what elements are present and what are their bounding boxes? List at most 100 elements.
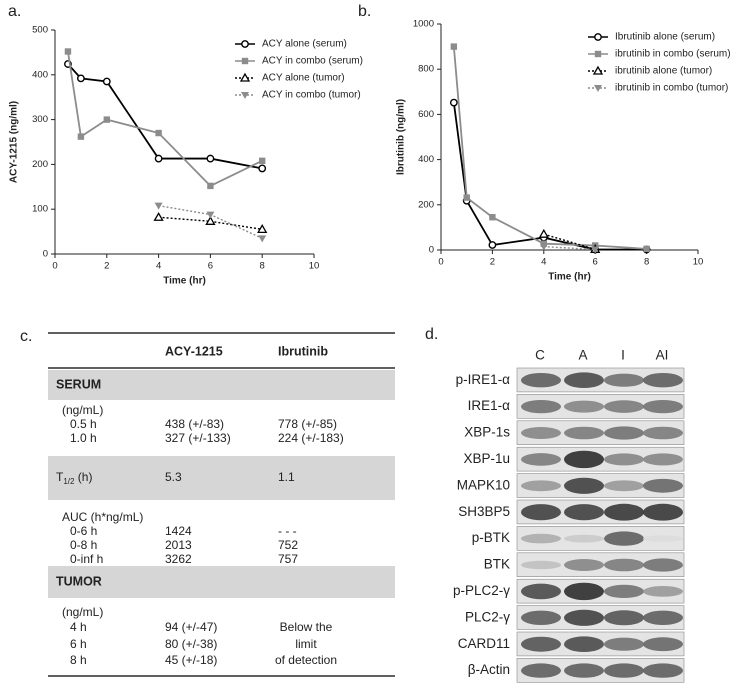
blot-band — [604, 373, 644, 387]
row-label: 0-8 h — [70, 538, 97, 552]
blot-band — [521, 583, 561, 600]
table-cell: limit — [295, 637, 317, 651]
legend-label: ACY in combo (tumor) — [262, 90, 361, 101]
blot-band — [643, 535, 683, 542]
blot-band — [521, 663, 561, 678]
row-label: (ng/mL) — [62, 605, 103, 619]
y-tick-label: 400 — [418, 154, 434, 165]
label-sub: 1/2 — [63, 477, 75, 486]
panel-label: b. — [358, 3, 371, 20]
x-tick-label: 10 — [309, 261, 320, 272]
y-tick-label: 1000 — [413, 19, 434, 30]
table-cell: - - - — [278, 524, 297, 538]
x-tick-label: 0 — [438, 257, 443, 268]
protein-label: XBP-1u — [463, 451, 510, 466]
marker — [463, 194, 470, 201]
row-label: 0-inf h — [70, 552, 103, 566]
blot-band — [643, 503, 683, 521]
table-cell: 752 — [278, 538, 298, 552]
blot-band — [643, 478, 683, 493]
x-axis-label: Time (hr) — [548, 272, 591, 283]
x-tick-label: 8 — [644, 257, 649, 268]
marker — [450, 43, 458, 50]
protein-label: SH3BP5 — [458, 504, 510, 519]
shaded-row — [48, 566, 395, 598]
protein-label: p-PLC2-γ — [453, 583, 510, 598]
marker — [259, 157, 266, 165]
legend-label: ACY alone (tumor) — [262, 73, 345, 84]
blot-band — [564, 504, 604, 521]
blot-band — [564, 372, 604, 389]
table-cell: 757 — [278, 552, 298, 566]
blot-band — [521, 400, 561, 414]
marker — [103, 116, 110, 123]
marker — [153, 211, 164, 221]
blot-band — [564, 609, 604, 626]
legend-marker — [239, 72, 251, 82]
protein-label: p-BTK — [472, 530, 510, 545]
series-line — [67, 51, 263, 187]
marker — [207, 182, 214, 190]
marker — [488, 241, 497, 249]
blot-band — [604, 503, 644, 521]
blot-band — [604, 663, 644, 678]
table-cell: 438 (+/-83) — [165, 417, 224, 431]
table-cell: 5.3 — [165, 470, 182, 484]
blot-band — [521, 504, 561, 521]
x-tick-label: 2 — [104, 261, 109, 272]
y-tick-label: 800 — [418, 64, 434, 75]
blot-band — [564, 450, 604, 469]
lane-label: A — [578, 348, 587, 363]
label-rest: (h) — [74, 470, 92, 484]
row-label: T1/2 (h) — [56, 470, 92, 486]
marker — [154, 202, 163, 210]
legend-label: ACY alone (serum) — [262, 39, 347, 50]
marker — [64, 48, 72, 55]
table-cell: 2013 — [165, 538, 192, 552]
table-cell: 327 (+/-133) — [165, 431, 231, 445]
table-cell: of detection — [275, 653, 337, 667]
legend-marker — [594, 85, 602, 92]
label-main: T — [56, 470, 64, 484]
panel-label: c. — [20, 328, 32, 345]
x-tick-label: 6 — [208, 261, 213, 272]
series-line — [158, 216, 263, 231]
blot-band — [604, 426, 644, 440]
protein-label: β-Actin — [468, 662, 510, 677]
table-cell: 778 (+/-85) — [278, 417, 337, 431]
blot-band — [564, 636, 604, 652]
legend-label: ACY in combo (serum) — [262, 56, 363, 67]
marker — [257, 224, 268, 234]
x-axis-label: Time (hr) — [163, 276, 206, 287]
blot-band — [564, 426, 604, 440]
blot-band — [604, 400, 644, 413]
y-tick-label: 500 — [32, 25, 48, 36]
table-cell: 1424 — [165, 524, 192, 538]
marker — [643, 245, 650, 253]
marker — [206, 154, 215, 163]
table-cell: 1.1 — [278, 470, 295, 484]
blot-band — [604, 453, 644, 466]
row-label: (ng/mL) — [62, 403, 103, 417]
blot-band — [643, 400, 683, 414]
blot-band — [521, 636, 561, 652]
series-line — [452, 46, 647, 250]
table-cell: Below the — [280, 620, 333, 634]
blot-band — [604, 480, 644, 492]
y-tick-label: 400 — [32, 69, 48, 80]
marker — [258, 235, 267, 243]
column-header: Ibrutinib — [278, 344, 328, 358]
blot-band — [604, 610, 644, 626]
protein-label: CARD11 — [458, 636, 510, 651]
legend-marker — [592, 65, 604, 75]
table-cell: 45 (+/-18) — [165, 653, 217, 667]
blot-band — [521, 533, 561, 544]
x-tick-label: 0 — [52, 261, 57, 272]
legend-label: Ibrutinib alone (serum) — [615, 32, 715, 43]
marker — [591, 246, 600, 254]
y-tick-label: 200 — [418, 199, 434, 210]
row-label: 6 h — [70, 637, 87, 651]
legend-marker — [241, 57, 249, 65]
series-line — [67, 63, 263, 170]
